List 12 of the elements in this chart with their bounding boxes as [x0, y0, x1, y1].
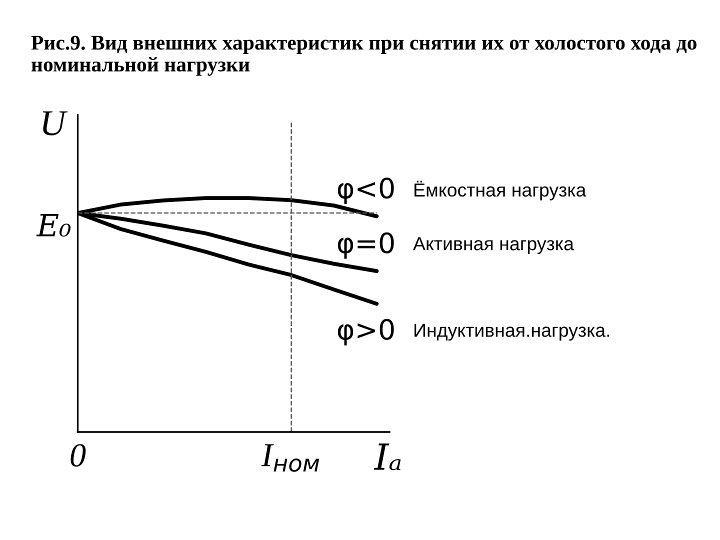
x-tick-label: I$_{ном}$ — [261, 444, 320, 472]
series-label: φ<0 — [338, 178, 394, 204]
ref-line-label: E₀ — [36, 214, 71, 237]
series-label: φ=0 — [338, 232, 394, 259]
y-axis-title: U — [42, 111, 68, 136]
text: Активная нагрузка — [413, 237, 574, 254]
x-axis-title: Iₐ — [374, 443, 401, 470]
series-label: φ>0 — [338, 318, 394, 346]
chart-title: Рис.9. Вид внешних характеристик при снятии их от холостого хода до номинальной нагрузки — [31, 36, 696, 76]
text: Индуктивная.нагрузка. — [414, 324, 610, 341]
x-tick-label: 0 — [70, 444, 86, 467]
text: Ёмкостная нагрузка — [414, 180, 586, 200]
